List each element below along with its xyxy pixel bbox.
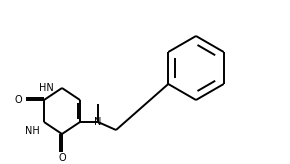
Text: NH: NH — [25, 126, 40, 136]
Text: O: O — [14, 95, 22, 105]
Text: N: N — [94, 117, 102, 127]
Text: O: O — [58, 153, 66, 163]
Text: HN: HN — [39, 83, 54, 93]
